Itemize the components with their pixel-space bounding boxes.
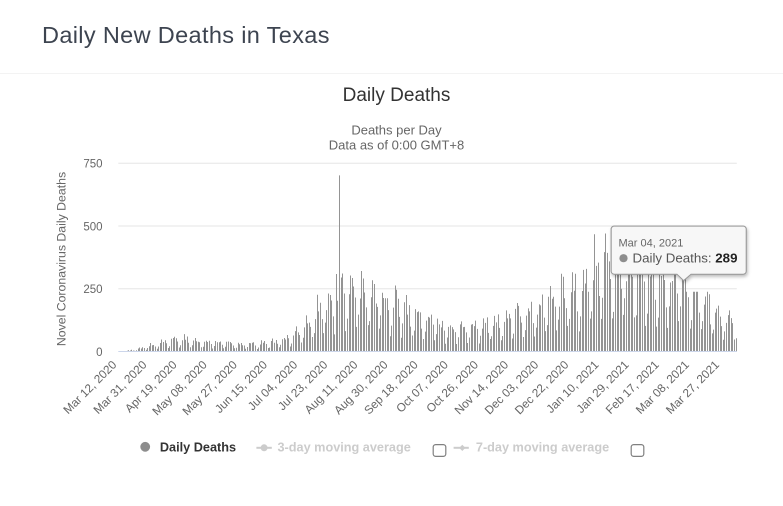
svg-text:Data as of 0:00 GMT+8: Data as of 0:00 GMT+8 [329, 138, 464, 153]
svg-text:500: 500 [83, 221, 102, 233]
svg-text:750: 750 [83, 159, 102, 171]
svg-text:Deaths per Day: Deaths per Day [351, 123, 442, 138]
svg-text:0: 0 [96, 347, 102, 359]
svg-text:Daily Deaths: Daily Deaths [343, 85, 451, 106]
svg-text:Novel Coronavirus Daily Deaths: Novel Coronavirus Daily Deaths [55, 172, 69, 346]
svg-text:Daily Deaths: Daily Deaths [160, 440, 236, 454]
svg-text:250: 250 [83, 284, 102, 296]
svg-text:3-day moving average: 3-day moving average [278, 440, 411, 454]
svg-text:Daily Deaths: 289: Daily Deaths: 289 [633, 251, 738, 266]
svg-text:7-day moving average: 7-day moving average [476, 440, 609, 454]
svg-text:Mar 04, 2021: Mar 04, 2021 [619, 238, 684, 250]
